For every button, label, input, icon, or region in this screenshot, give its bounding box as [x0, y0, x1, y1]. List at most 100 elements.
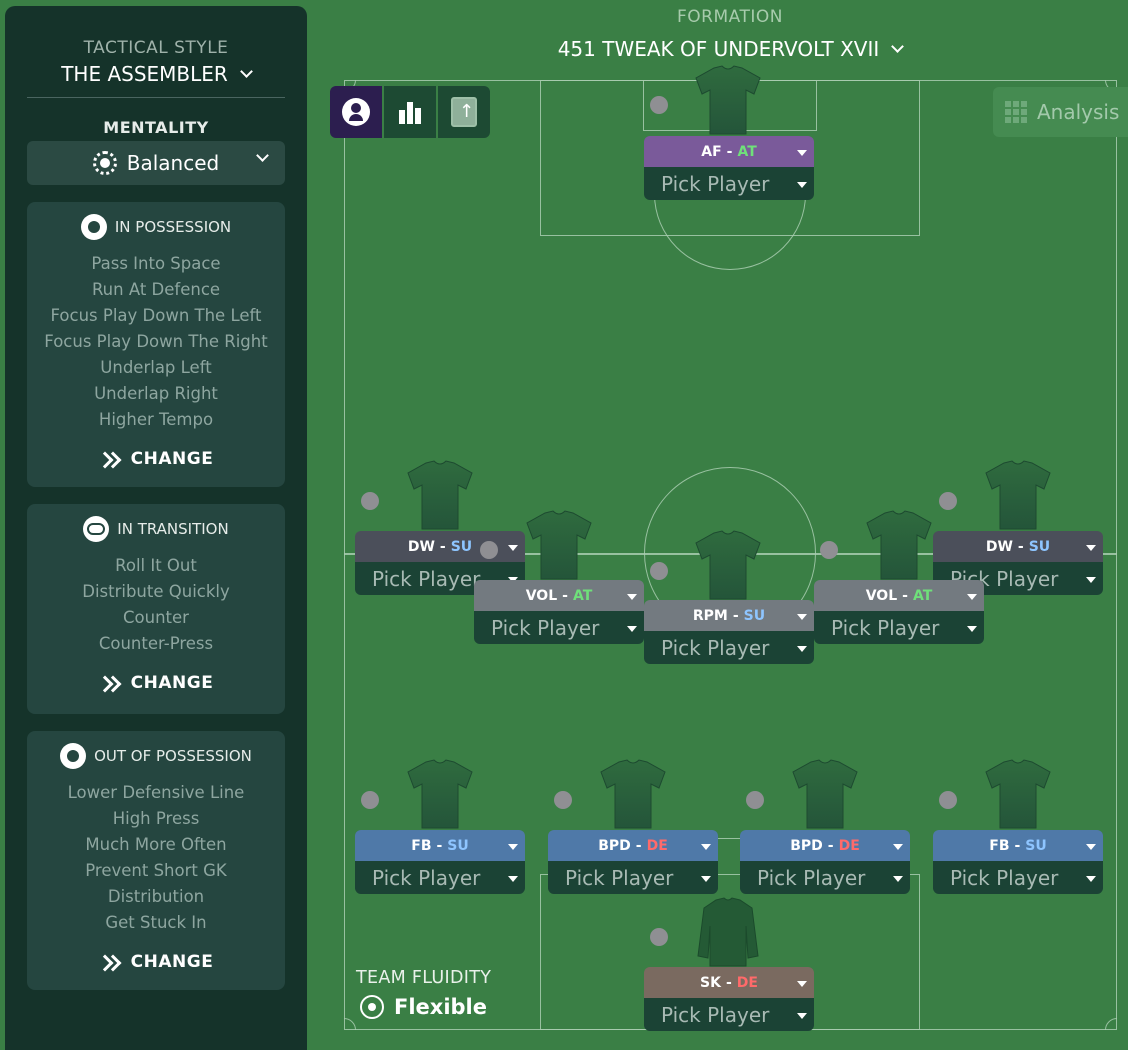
in-possession-change-button[interactable]: CHANGE [27, 449, 285, 469]
in-transition-change-button[interactable]: CHANGE [27, 673, 285, 693]
role-selector[interactable]: FB - SU [933, 830, 1103, 861]
balanced-mentality-icon [92, 151, 117, 175]
instruction-item: Prevent Short GK [85, 861, 227, 880]
in-possession-card: IN POSSESSION Pass Into Space Run At Def… [27, 202, 285, 487]
caret-down-icon [1086, 576, 1096, 583]
export-button[interactable] [438, 86, 490, 138]
role-selector[interactable]: AF - AT [644, 136, 814, 167]
instruction-item: Roll It Out [115, 556, 197, 575]
pick-player-selector[interactable]: Pick Player [548, 861, 718, 894]
duty-name: AT [737, 143, 757, 160]
shirt-icon [597, 758, 669, 830]
position-slot: VOL - AT Pick Player [814, 580, 984, 644]
role-selector[interactable]: RPM - SU [644, 600, 814, 631]
duty-name: SU [1028, 538, 1051, 555]
pick-player-selector[interactable]: Pick Player [933, 861, 1103, 894]
change-label: CHANGE [130, 673, 214, 693]
role-name: SK [700, 974, 721, 991]
football-icon [60, 743, 87, 769]
caret-down-icon [967, 593, 977, 600]
instruction-item: Much More Often [85, 835, 227, 854]
pick-player-selector[interactable]: Pick Player [644, 167, 814, 200]
pick-player-selector[interactable]: Pick Player [355, 861, 525, 894]
goalkeeper-shirt-icon [692, 896, 764, 968]
role-selector[interactable]: BPD - DE [740, 830, 910, 861]
in-transition-card: IN TRANSITION Roll It Out Distribute Qui… [27, 504, 285, 714]
role-separator: - [1014, 837, 1021, 854]
caret-down-icon [701, 843, 711, 850]
caret-down-icon [701, 875, 711, 882]
role-name: DW [407, 538, 435, 555]
position-slot: SK - DE Pick Player [644, 967, 814, 1031]
role-name: AF [701, 143, 722, 160]
player-name: Pick Player [565, 865, 674, 890]
bar-chart-icon [399, 100, 421, 124]
pick-player-selector[interactable]: Pick Player [355, 562, 525, 595]
pick-player-selector[interactable]: Pick Player [814, 611, 984, 644]
in-transition-title: IN TRANSITION [117, 520, 229, 538]
divider [27, 97, 285, 98]
instruction-item: High Press [112, 809, 200, 828]
role-selector[interactable]: DW - SU [355, 531, 525, 562]
role-separator: - [725, 974, 732, 991]
shirt-icon [863, 509, 935, 581]
role-separator: - [732, 607, 739, 624]
corner-arc [1105, 1018, 1117, 1030]
in-possession-header: IN POSSESSION [27, 214, 285, 240]
formation-label: FORMATION [677, 7, 783, 27]
out-of-possession-list: Lower Defensive Line High Press Much Mor… [27, 780, 285, 936]
duty-name: SU [447, 837, 469, 854]
instruction-item: Distribute Quickly [82, 582, 230, 601]
tactics-sidebar: TACTICAL STYLE THE ASSEMBLER MENTALITY B… [5, 6, 307, 1050]
out-of-possession-header: OUT OF POSSESSION [27, 743, 285, 769]
out-of-possession-card: OUT OF POSSESSION Lower Defensive Line H… [27, 731, 285, 990]
formation-name: 451 TWEAK OF UNDERVOLT XVII [557, 37, 880, 61]
pick-player-selector[interactable]: Pick Player [644, 631, 814, 664]
shirt-icon [404, 758, 476, 830]
chevron-down-icon [891, 39, 905, 53]
duty-name: DE [646, 837, 668, 854]
player-status-dot [939, 492, 957, 510]
pick-player-selector[interactable]: Pick Player [644, 998, 814, 1031]
caret-down-icon [508, 843, 518, 850]
stats-view-button[interactable] [384, 86, 436, 138]
formation-dropdown[interactable]: 451 TWEAK OF UNDERVOLT XVII [530, 37, 930, 61]
role-separator: - [562, 587, 568, 604]
out-of-possession-change-button[interactable]: CHANGE [27, 952, 285, 972]
caret-down-icon [508, 544, 518, 551]
duty-name: SU [450, 538, 473, 555]
player-name: Pick Player [491, 615, 600, 640]
role-name: DW [985, 538, 1013, 555]
corner-arc [344, 1018, 356, 1030]
pick-player-selector[interactable]: Pick Player [474, 611, 644, 644]
duty-name: AT [572, 587, 593, 604]
player-view-button[interactable] [330, 86, 382, 138]
role-selector[interactable]: BPD - DE [548, 830, 718, 861]
instruction-item: Focus Play Down The Left [50, 306, 262, 325]
duty-name: DE [838, 837, 860, 854]
role-separator: - [726, 143, 733, 160]
player-status-dot [746, 791, 764, 809]
player-name: Pick Player [831, 615, 940, 640]
role-selector[interactable]: FB - SU [355, 830, 525, 861]
analysis-button[interactable]: Analysis [993, 87, 1128, 137]
target-icon [360, 995, 384, 1019]
role-selector[interactable]: SK - DE [644, 967, 814, 998]
tactical-style-dropdown[interactable]: THE ASSEMBLER [5, 62, 307, 86]
caret-down-icon [893, 843, 903, 850]
pick-player-selector[interactable]: Pick Player [740, 861, 910, 894]
player-status-dot [480, 541, 498, 559]
role-selector[interactable]: VOL - AT [474, 580, 644, 611]
mentality-dropdown[interactable]: Balanced [27, 141, 285, 185]
role-separator: - [436, 837, 443, 854]
role-name: FB [989, 837, 1010, 854]
position-slot: BPD - DE Pick Player [740, 830, 910, 894]
grid-icon [1005, 101, 1027, 123]
player-status-dot [820, 541, 838, 559]
role-selector[interactable]: DW - SU [933, 531, 1103, 562]
instruction-item: Underlap Left [100, 358, 212, 377]
duty-name: AT [912, 587, 933, 604]
role-selector[interactable]: VOL - AT [814, 580, 984, 611]
player-status-dot [650, 96, 668, 114]
shirt-icon [404, 459, 476, 531]
